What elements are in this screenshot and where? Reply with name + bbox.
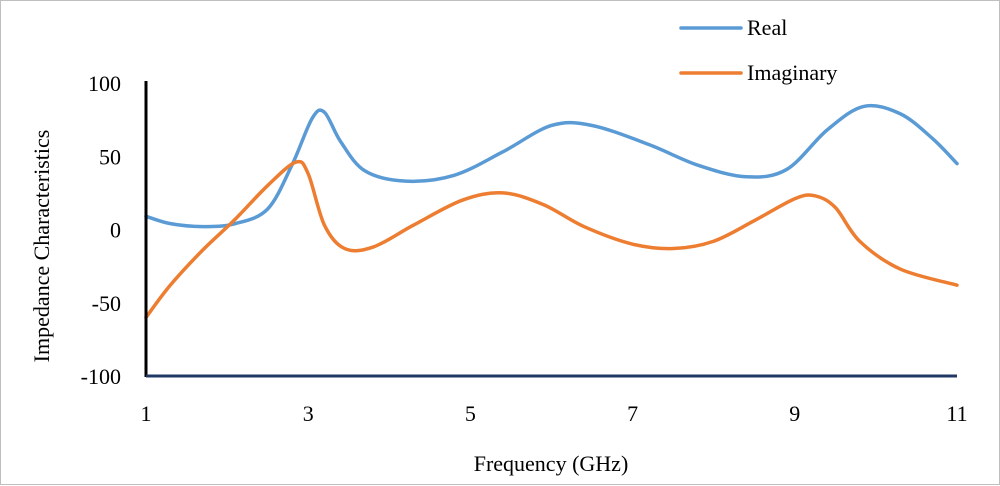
x-tick-label: 9 bbox=[789, 401, 800, 426]
x-tick-label: 1 bbox=[141, 401, 152, 426]
legend: Real Imaginary bbox=[679, 15, 837, 85]
y-tick-labels: 100 50 0 -50 -100 bbox=[81, 71, 121, 389]
x-tick-label: 11 bbox=[946, 401, 967, 426]
y-tick-label: 50 bbox=[99, 144, 121, 169]
x-axis-title: Frequency (GHz) bbox=[474, 451, 629, 476]
series-layer bbox=[144, 103, 959, 320]
y-tick-label: 0 bbox=[110, 218, 121, 243]
x-tick-label: 3 bbox=[303, 401, 314, 426]
x-tick-label: 7 bbox=[627, 401, 638, 426]
x-tick-label: 5 bbox=[465, 401, 476, 426]
legend-label-real: Real bbox=[747, 15, 787, 40]
y-tick-label: -50 bbox=[92, 291, 121, 316]
y-tick-label: -100 bbox=[81, 364, 121, 389]
legend-label-imaginary: Imaginary bbox=[747, 60, 837, 85]
y-axis-title: Impedance Characteristics bbox=[29, 130, 54, 363]
x-tick-labels: 1 3 5 7 9 11 bbox=[141, 401, 968, 426]
series-line-real bbox=[144, 103, 959, 229]
series-line-imaginary bbox=[144, 159, 959, 320]
y-tick-label: 100 bbox=[88, 71, 121, 96]
